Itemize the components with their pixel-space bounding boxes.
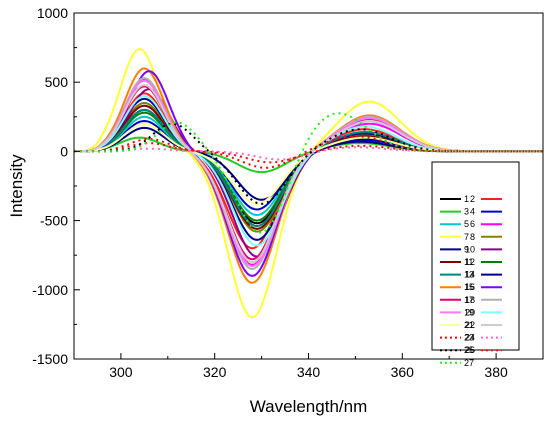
y-tick-label: -1000 (32, 282, 68, 298)
series-layer (74, 48, 543, 319)
legend-label-11: 11 (464, 257, 473, 267)
legend-label-6: 6 (470, 219, 475, 229)
legend-label-17: 17 (464, 295, 474, 305)
legend-label-13: 13 (464, 270, 474, 280)
legend-label-22: 22 (465, 320, 475, 330)
legend: 1 23 45 67 891011121314151617181920212223242… (431, 161, 520, 368)
legend-label-9: 9 (464, 244, 469, 254)
legend-label-12: 12 (465, 257, 475, 267)
x-tick-label: 320 (203, 364, 227, 380)
legend-label-27: 27 (464, 358, 474, 368)
legend-label-20: 20 (465, 307, 475, 317)
series-line-23 (74, 142, 543, 164)
legend-label-23: 23 (464, 333, 474, 343)
y-tick-label: 500 (45, 74, 69, 90)
legend-label-4: 4 (470, 207, 475, 217)
legend-label-14: 14 (465, 270, 475, 280)
legend-label-25: 25 (464, 345, 474, 355)
series-line-24 (74, 146, 543, 161)
legend-box (431, 161, 520, 351)
y-tick-label: -500 (40, 213, 68, 229)
legend-label-1: 1 (464, 194, 469, 204)
legend-label-19: 19 (464, 307, 474, 317)
y-tick-label: 0 (60, 143, 68, 159)
legend-label-3: 3 (464, 207, 469, 217)
legend-label-2: 2 (470, 194, 475, 204)
legend-label-7: 7 (464, 232, 469, 242)
x-axis-title: Wavelength/nm (250, 397, 367, 416)
legend-label-24: 24 (465, 333, 475, 343)
x-tick-label: 360 (391, 364, 415, 380)
legend-label-10: 10 (465, 244, 475, 254)
series-line-26 (74, 135, 543, 169)
series-line-27 (74, 112, 543, 234)
legend-label-18: 18 (465, 295, 475, 305)
legend-label-8: 8 (470, 232, 475, 242)
legend-label-21: 21 (464, 320, 474, 330)
x-tick-label: 300 (109, 364, 133, 380)
y-axis-title: Intensity (7, 154, 26, 218)
legend-label-15: 15 (464, 282, 474, 292)
y-tick-label: -1500 (32, 351, 68, 367)
legend-label-5: 5 (464, 219, 469, 229)
x-tick-label: 380 (484, 364, 508, 380)
legend-label-26: 26 (465, 345, 475, 355)
legend-label-16: 16 (465, 282, 475, 292)
y-tick-label: 1000 (37, 5, 68, 21)
x-tick-label: 340 (297, 364, 321, 380)
